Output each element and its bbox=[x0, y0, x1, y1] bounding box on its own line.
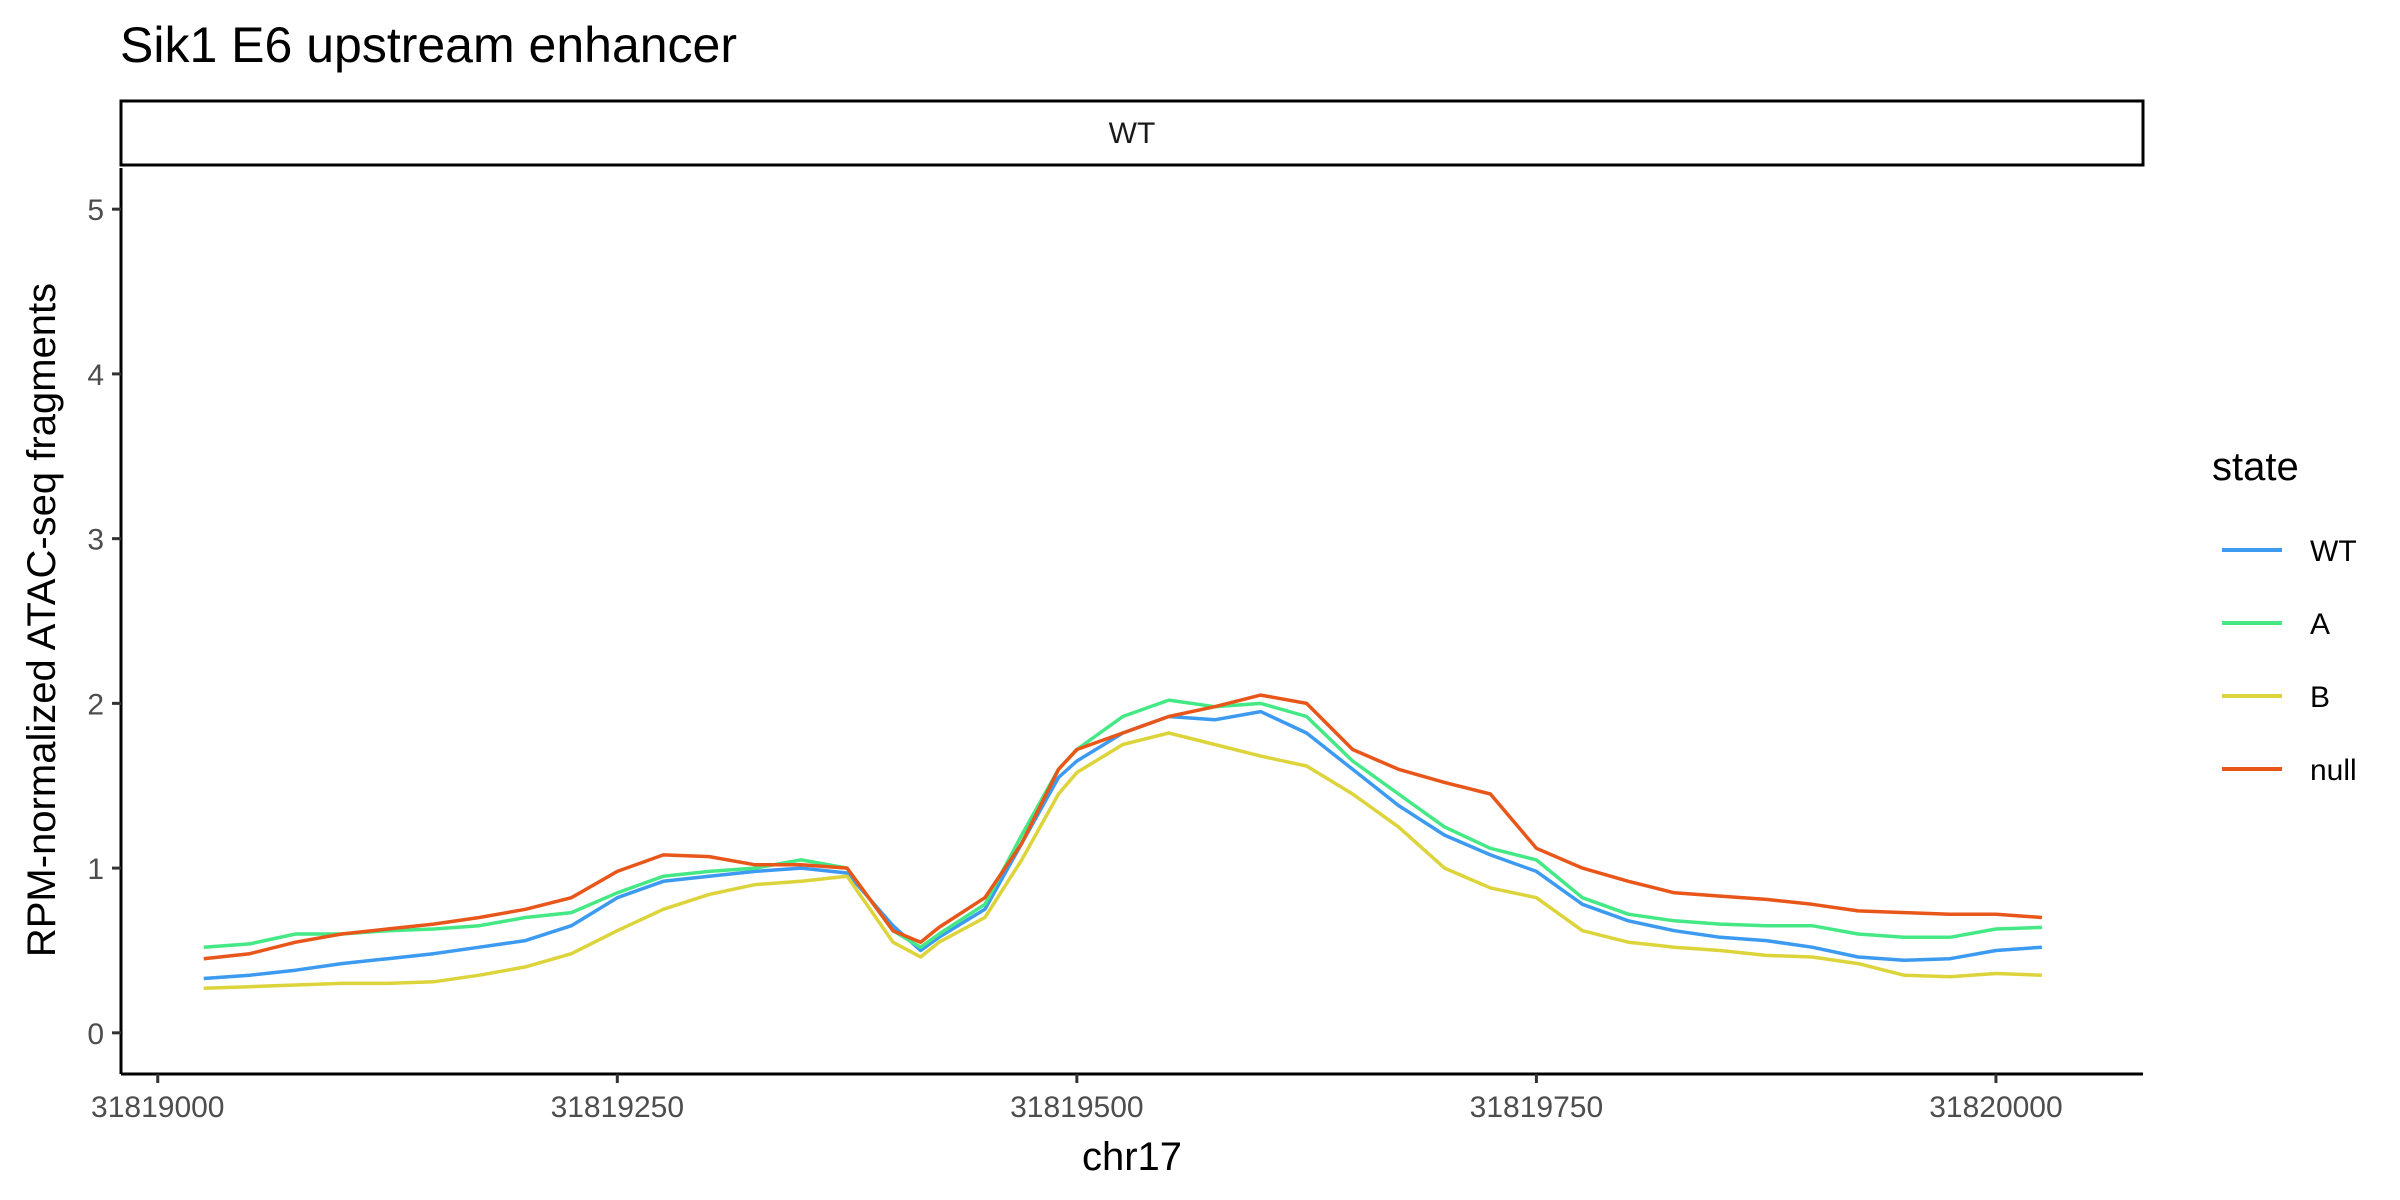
y-tick-label: 2 bbox=[87, 688, 104, 721]
series-line-wt bbox=[203, 709, 2043, 981]
y-tick-label: 0 bbox=[87, 1018, 104, 1051]
x-tick-label: 31819750 bbox=[1470, 1091, 1603, 1124]
y-axis-ticks: 0 1 2 3 4 5 bbox=[87, 194, 121, 1051]
series-line-b bbox=[203, 731, 2042, 991]
x-tick-label: 31819250 bbox=[551, 1091, 684, 1124]
y-axis-title: RPM-normalized ATAC-seq fragments bbox=[20, 283, 64, 957]
x-tick-label: 31819500 bbox=[1010, 1091, 1143, 1124]
facet-label: WT bbox=[1109, 117, 1156, 150]
y-tick-label: 5 bbox=[87, 194, 104, 227]
legend-label-wt: WT bbox=[2310, 535, 2357, 568]
legend-label-a: A bbox=[2310, 608, 2330, 641]
facet-strip: WT bbox=[119, 99, 2145, 167]
series-line-null bbox=[203, 693, 2043, 961]
x-axis-ticks: 31819000 31819250 31819500 31819750 31820000 bbox=[91, 1074, 2063, 1124]
x-axis-title: chr17 bbox=[1082, 1135, 1182, 1179]
series-line-a bbox=[203, 698, 2042, 949]
legend-label-null: null bbox=[2310, 754, 2357, 787]
legend-label-b: B bbox=[2310, 681, 2330, 714]
y-tick-label: 4 bbox=[87, 359, 104, 392]
y-tick-label: 1 bbox=[87, 853, 104, 886]
series-lines bbox=[203, 693, 2043, 991]
legend-title: state bbox=[2212, 445, 2299, 489]
chart-title: Sik1 E6 upstream enhancer bbox=[120, 17, 737, 73]
y-tick-label: 3 bbox=[87, 524, 104, 557]
x-tick-label: 31820000 bbox=[1929, 1091, 2062, 1124]
x-tick-label: 31819000 bbox=[91, 1091, 224, 1124]
